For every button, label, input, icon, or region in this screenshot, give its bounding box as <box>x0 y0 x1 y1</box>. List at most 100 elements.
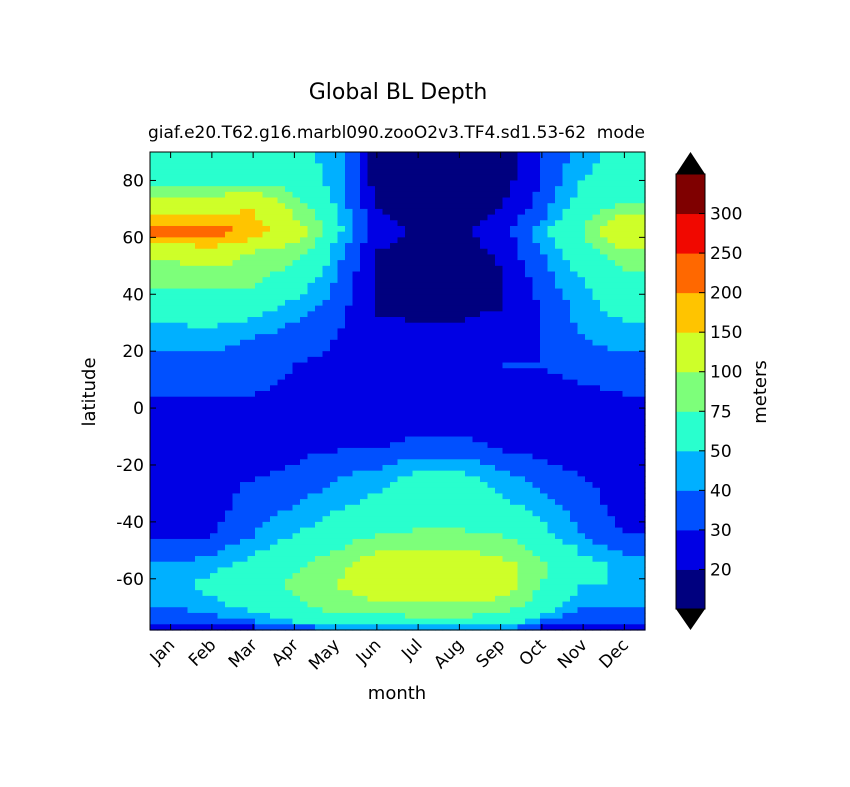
heatmap-cell <box>480 499 489 506</box>
heatmap-cell <box>427 413 436 421</box>
heatmap-cell <box>547 521 556 529</box>
heatmap-cell <box>315 482 324 489</box>
heatmap-cell <box>307 425 316 432</box>
heatmap-cell <box>337 362 346 369</box>
heatmap-cell <box>292 607 301 614</box>
heatmap-cell <box>247 351 256 358</box>
heatmap-cell <box>232 328 241 335</box>
heatmap-cell <box>375 197 384 204</box>
heatmap-cell <box>225 482 234 489</box>
heatmap-cell <box>480 436 489 443</box>
heatmap-cell <box>540 220 549 227</box>
heatmap-cell <box>517 163 526 170</box>
heatmap-cell <box>307 556 316 563</box>
heatmap-cell <box>240 504 249 512</box>
heatmap-cell <box>390 163 399 170</box>
heatmap-cell <box>585 152 594 159</box>
heatmap-cell <box>540 186 549 193</box>
heatmap-cell <box>495 305 504 312</box>
heatmap-cell <box>247 191 256 199</box>
heatmap-cell <box>240 550 249 557</box>
heatmap-cell <box>502 271 511 278</box>
heatmap-cell <box>532 163 541 170</box>
heatmap-cell <box>150 419 159 426</box>
heatmap-cell <box>337 305 346 312</box>
heatmap-cell <box>195 231 204 238</box>
heatmap-cell <box>375 470 384 477</box>
heatmap-cell <box>337 271 346 278</box>
heatmap-cell <box>502 265 511 273</box>
heatmap-cell <box>457 578 466 586</box>
heatmap-cell <box>435 237 444 244</box>
chart-title: Global BL Depth <box>309 80 488 105</box>
heatmap-cell <box>450 248 459 256</box>
heatmap-cell <box>547 345 556 352</box>
heatmap-cell <box>195 243 204 250</box>
heatmap-cell <box>540 527 549 534</box>
heatmap-cell <box>240 322 249 329</box>
heatmap-cell <box>322 436 331 443</box>
heatmap-cell <box>517 157 526 164</box>
heatmap-cell <box>397 260 406 267</box>
heatmap-cell <box>172 265 181 273</box>
heatmap-cell <box>292 220 301 227</box>
heatmap-cell <box>510 402 519 409</box>
heatmap-cell <box>322 595 331 603</box>
heatmap-cell <box>187 362 196 369</box>
heatmap-cell <box>457 317 466 324</box>
heatmap-cell <box>427 567 436 574</box>
heatmap-cell <box>495 339 504 347</box>
heatmap-cell <box>420 470 429 477</box>
heatmap-cell <box>345 538 354 546</box>
heatmap-cell <box>457 334 466 341</box>
heatmap-cell <box>277 487 286 495</box>
heatmap-cell <box>405 322 414 329</box>
heatmap-cell <box>330 356 339 364</box>
heatmap-cell <box>187 180 196 187</box>
heatmap-cell <box>427 174 436 182</box>
heatmap-cell <box>232 203 241 210</box>
heatmap-cell <box>502 567 511 574</box>
heatmap-cell <box>225 220 234 227</box>
heatmap-cell <box>172 282 181 290</box>
heatmap-cell <box>157 442 166 449</box>
heatmap-cell <box>420 356 429 364</box>
heatmap-cell <box>442 590 451 597</box>
heatmap-cell <box>255 544 264 551</box>
heatmap-cell <box>300 277 309 284</box>
heatmap-cell <box>172 197 181 204</box>
heatmap-cell <box>420 516 429 523</box>
heatmap-cell <box>360 430 369 438</box>
heatmap-cell <box>240 476 249 483</box>
heatmap-cell <box>517 544 526 551</box>
heatmap-cell <box>217 282 226 290</box>
heatmap-cell <box>262 191 271 199</box>
heatmap-cell <box>315 516 324 523</box>
heatmap-cell <box>487 499 496 506</box>
heatmap-cell <box>210 311 219 318</box>
heatmap-cell <box>307 203 316 210</box>
heatmap-cell <box>502 459 511 466</box>
heatmap-cell <box>337 493 346 500</box>
heatmap-cell <box>592 345 601 352</box>
heatmap-cell <box>285 214 294 221</box>
heatmap-cell <box>150 607 159 614</box>
heatmap-cell <box>592 277 601 284</box>
heatmap-cell <box>525 260 534 267</box>
heatmap-cell <box>495 322 504 329</box>
heatmap-cell <box>150 493 159 500</box>
heatmap-cell <box>217 299 226 307</box>
heatmap-cell <box>202 373 211 381</box>
heatmap-cell <box>225 396 234 403</box>
heatmap-cell <box>195 248 204 256</box>
heatmap-cell <box>157 487 166 495</box>
heatmap-cell <box>450 419 459 426</box>
heatmap-cell <box>510 157 519 164</box>
heatmap-cell <box>442 254 451 261</box>
heatmap-cell <box>472 402 481 409</box>
heatmap-cell <box>232 231 241 238</box>
heatmap-cell <box>412 248 421 256</box>
heatmap-cell <box>195 516 204 523</box>
heatmap-cell <box>390 453 399 460</box>
